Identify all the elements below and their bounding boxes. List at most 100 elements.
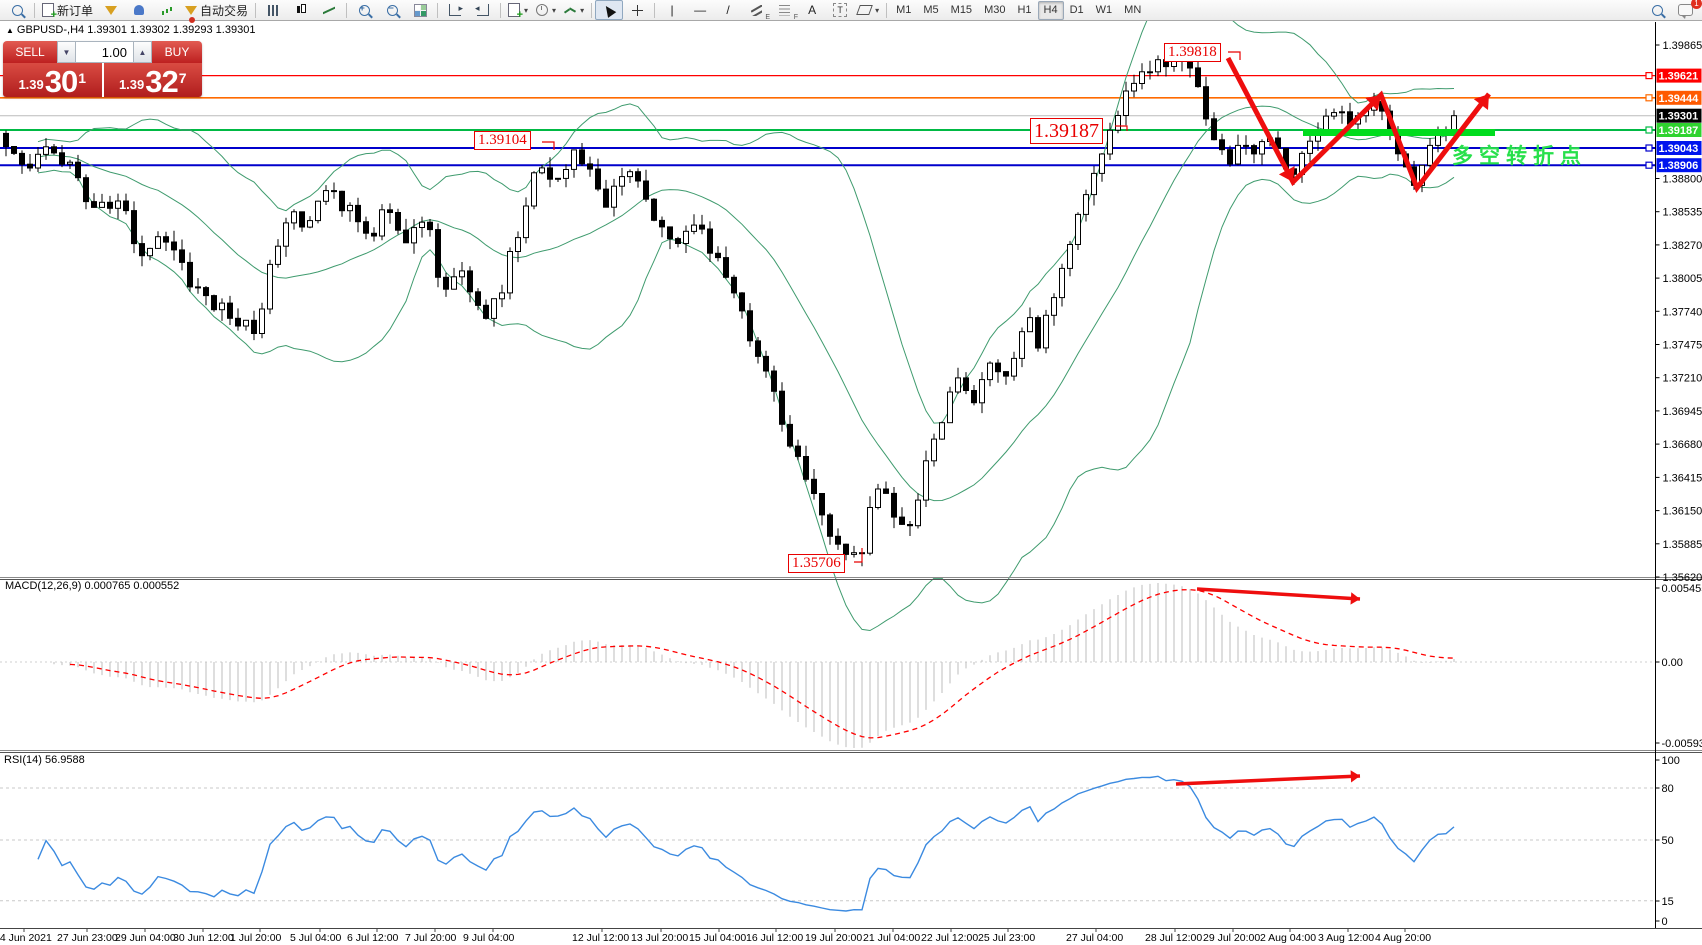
equidistant-channel-icon xyxy=(751,5,762,16)
volume-decrease-button[interactable]: ▼ xyxy=(57,41,76,63)
sell-price-display[interactable]: 1.39 30 1 xyxy=(3,63,102,97)
horizontal-line-tool[interactable]: — xyxy=(686,0,714,20)
timeframe-w1[interactable]: W1 xyxy=(1095,4,1113,16)
auto-scroll-icon[interactable] xyxy=(441,0,469,20)
toolbar-separator xyxy=(886,2,888,18)
timeframe-h4[interactable]: H4 xyxy=(1037,0,1064,20)
search-icon[interactable] xyxy=(1643,0,1671,20)
new-chart-button[interactable]: ▾ xyxy=(504,0,532,21)
zoom-in-icon[interactable] xyxy=(350,0,378,20)
timeframe-m1[interactable]: M1 xyxy=(896,4,912,16)
price-annotation-1.39818[interactable]: 1.39818 xyxy=(1164,43,1221,62)
text-label-tool[interactable]: T xyxy=(826,0,854,20)
vertical-line-tool[interactable]: | xyxy=(658,0,686,20)
indicators-button[interactable]: ▾ xyxy=(560,0,588,20)
svg-text:1.39043: 1.39043 xyxy=(1659,143,1699,155)
svg-text:12 Jul 12:00: 12 Jul 12:00 xyxy=(572,932,629,944)
sell-price-pips: 30 xyxy=(44,64,78,99)
fibonacci-tool[interactable]: F xyxy=(770,0,798,21)
svg-text:1.36150: 1.36150 xyxy=(1663,506,1702,518)
svg-text:19 Jul 20:00: 19 Jul 20:00 xyxy=(805,932,862,944)
toolbar-separator xyxy=(346,2,348,18)
market-watch-icon[interactable] xyxy=(97,0,125,20)
trend-note-text[interactable]: 多空转折点 xyxy=(1452,145,1587,168)
toolbar-separator xyxy=(500,2,502,18)
sell-button[interactable]: SELL xyxy=(3,41,57,63)
chevron-down-icon: ▾ xyxy=(552,5,557,15)
chart-shift-icon[interactable] xyxy=(469,0,497,20)
volume-increase-button[interactable]: ▲ xyxy=(133,41,152,63)
chart-shift-icon-icon xyxy=(475,3,490,16)
volume-input[interactable] xyxy=(76,41,133,63)
autotrading-icon xyxy=(185,5,198,23)
notification-badge: 1 xyxy=(1691,0,1702,9)
trendline-tool[interactable]: / xyxy=(714,0,742,20)
indicator-grid xyxy=(0,661,1655,902)
text-tool-glyph: A xyxy=(808,3,817,17)
trade-panel-controls: SELL ▼ ▲ BUY xyxy=(3,41,202,63)
sell-price-major: 1.39 xyxy=(18,77,44,92)
svg-text:1.39865: 1.39865 xyxy=(1663,40,1702,52)
rsi-trend-arrow xyxy=(1175,774,1361,786)
bar-chart-icon[interactable] xyxy=(259,0,287,20)
svg-text:30 Jun 12:00: 30 Jun 12:00 xyxy=(173,932,234,944)
zoom-out-icon[interactable] xyxy=(378,0,406,20)
buy-button[interactable]: BUY xyxy=(152,41,202,63)
price-annotation-1.39187[interactable]: 1.39187 xyxy=(1030,118,1103,144)
notifications-icon[interactable]: 1 xyxy=(1671,0,1702,20)
price-annotation-1.39104[interactable]: 1.39104 xyxy=(474,131,531,150)
horizontal-levels[interactable] xyxy=(0,74,1655,167)
svg-text:21 Jul 04:00: 21 Jul 04:00 xyxy=(863,932,920,944)
text-tool[interactable]: A xyxy=(798,0,826,20)
new-order-button[interactable]: 新订单 xyxy=(38,0,97,21)
signals-icon[interactable] xyxy=(153,0,181,20)
rsi-indicator-label: RSI(14) 56.9588 xyxy=(4,754,85,766)
svg-text:1.35620: 1.35620 xyxy=(1663,572,1702,584)
svg-text:-0.005938: -0.005938 xyxy=(1662,738,1702,750)
pane-dividers[interactable] xyxy=(0,22,1702,929)
buy-price-display[interactable]: 1.39 32 7 xyxy=(103,63,202,97)
text-label-icon: T xyxy=(833,3,848,17)
fibonacci-icon xyxy=(778,4,790,16)
symbol-ohlc-text: GBPUSD-,H4 1.39301 1.39302 1.39293 1.393… xyxy=(16,24,256,36)
timeframe-h1[interactable]: H1 xyxy=(1017,4,1032,16)
price-axis[interactable]: 1.39865 1.38800 1.38535 1.38270 1.38005 1.377… xyxy=(1645,40,1702,928)
price-annotation-1.35706[interactable]: 1.35706 xyxy=(788,554,845,573)
symbols-search-icon-icon xyxy=(11,4,23,16)
timeframe-d1[interactable]: D1 xyxy=(1069,4,1084,16)
buy-price-point: 7 xyxy=(178,70,187,86)
timeframe-m15[interactable]: M15 xyxy=(950,4,973,16)
collapse-panel-icon[interactable]: ▲ xyxy=(6,26,14,35)
tile-windows-icon[interactable] xyxy=(406,0,434,20)
expert-advisors-icon[interactable] xyxy=(125,0,153,20)
profiles-button[interactable]: ▾ xyxy=(532,0,560,20)
svg-text:15 Jul 04:00: 15 Jul 04:00 xyxy=(689,932,746,944)
svg-text:0: 0 xyxy=(1662,916,1668,928)
cursor-tool[interactable] xyxy=(595,0,624,20)
symbols-search-icon[interactable] xyxy=(3,0,31,20)
chevron-down-icon: ▾ xyxy=(580,5,585,15)
annotations-layer[interactable] xyxy=(542,51,1495,786)
shapes-tool[interactable]: ▾ xyxy=(854,0,883,20)
svg-text:1.38535: 1.38535 xyxy=(1663,207,1702,219)
autotrading-button[interactable]: 自动交易 xyxy=(181,0,252,23)
timeframe-m5[interactable]: M5 xyxy=(923,4,939,16)
line-chart-icon[interactable] xyxy=(315,0,343,20)
signals-icon-icon xyxy=(162,5,172,15)
equidistant-channel-tool[interactable]: E xyxy=(742,0,771,21)
notifications-icon-icon xyxy=(1677,4,1693,19)
shapes-icon xyxy=(856,5,873,15)
candlestick-chart-icon[interactable] xyxy=(287,0,315,20)
crosshair-tool[interactable] xyxy=(623,0,651,20)
svg-text:1.36415: 1.36415 xyxy=(1663,472,1702,484)
timeframe-m30[interactable]: M30 xyxy=(984,4,1006,16)
svg-text:5 Jul 04:00: 5 Jul 04:00 xyxy=(290,932,342,944)
equidistant-channel-tool-sub: E xyxy=(765,14,771,21)
svg-text:9 Jul 04:00: 9 Jul 04:00 xyxy=(463,932,515,944)
timeframe-mn[interactable]: MN xyxy=(1124,4,1142,16)
svg-text:6 Jul 12:00: 6 Jul 12:00 xyxy=(347,932,399,944)
horizontal-line-tool-glyph: — xyxy=(694,3,707,17)
trade-panel-prices: 1.39 30 1 1.39 32 7 xyxy=(3,63,202,97)
